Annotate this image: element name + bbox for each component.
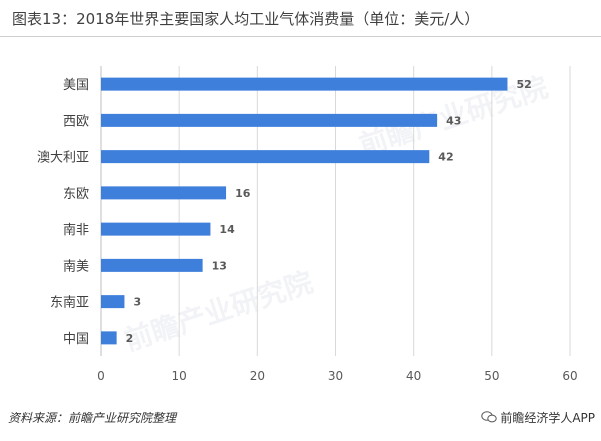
value-label-4: 14: [219, 223, 235, 236]
value-label-5: 13: [212, 259, 227, 272]
value-label-3: 16: [235, 187, 251, 200]
bar-6: [101, 295, 125, 309]
category-label-1: 西欧: [63, 114, 89, 129]
category-label-5: 南美: [63, 258, 89, 274]
credit-text: 前瞻经济学人APP: [500, 411, 595, 425]
bar-7: [101, 331, 117, 345]
bar-3: [101, 186, 227, 200]
wechat-icon: [481, 411, 498, 423]
chart-title: 图表13：2018年世界主要国家人均工业气体消费量（单位：美元/人）: [12, 10, 480, 28]
x-tick-label-30: 30: [328, 369, 343, 383]
x-tick-label-20: 20: [250, 369, 265, 383]
category-label-3: 东欧: [63, 187, 89, 202]
category-label-4: 南非: [63, 222, 89, 238]
x-tick-label-50: 50: [484, 369, 499, 383]
category-label-7: 中国: [63, 332, 89, 347]
value-label-1: 43: [446, 114, 461, 127]
x-tick-label-0: 0: [97, 369, 105, 383]
bar-4: [101, 222, 211, 236]
bar-0: [101, 77, 508, 91]
bar-5: [101, 258, 203, 272]
category-label-6: 东南亚: [50, 295, 89, 311]
title-divider: [0, 36, 601, 37]
value-label-0: 52: [516, 78, 531, 91]
value-label-2: 42: [438, 151, 453, 164]
x-tick-label-10: 10: [172, 369, 187, 383]
value-label-7: 2: [126, 332, 134, 345]
bar-1: [101, 113, 438, 127]
category-label-2: 澳大利亚: [37, 150, 89, 166]
x-tick-label-40: 40: [406, 369, 421, 383]
source-note: 资料来源：前瞻产业研究院整理: [8, 411, 177, 425]
bar-2: [101, 150, 430, 164]
value-label-6: 3: [133, 296, 141, 309]
category-label-0: 美国: [63, 78, 89, 93]
x-tick-label-60: 60: [562, 369, 577, 383]
credit: 前瞻经济学人APP: [481, 409, 595, 426]
